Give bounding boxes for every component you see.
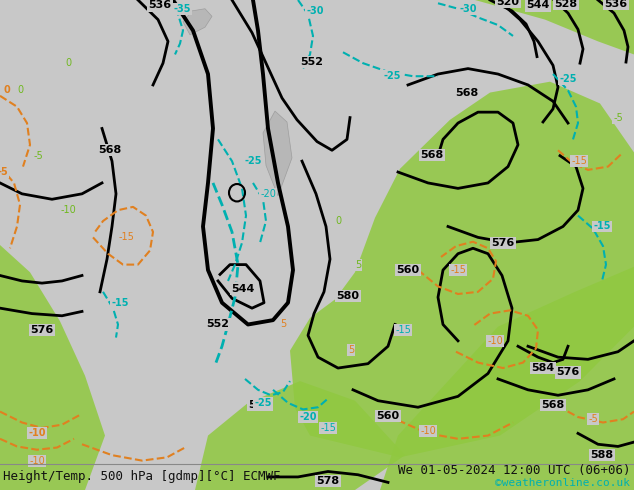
Text: -25: -25 xyxy=(559,74,577,84)
Text: 568: 568 xyxy=(420,149,444,160)
Text: -10: -10 xyxy=(420,426,436,436)
Text: -15: -15 xyxy=(320,423,336,433)
Text: 552: 552 xyxy=(207,319,230,329)
Text: 576: 576 xyxy=(557,368,579,377)
Text: ©weatheronline.co.uk: ©weatheronline.co.uk xyxy=(495,478,630,489)
Text: 520: 520 xyxy=(496,0,519,7)
Text: 0: 0 xyxy=(17,85,23,96)
Text: -15: -15 xyxy=(395,325,411,335)
Text: 560: 560 xyxy=(377,411,399,421)
Text: -5: -5 xyxy=(33,151,43,161)
Text: 528: 528 xyxy=(555,0,578,9)
Polygon shape xyxy=(475,0,634,54)
Polygon shape xyxy=(380,267,634,490)
Text: 568: 568 xyxy=(541,400,565,410)
Text: -10: -10 xyxy=(29,456,45,466)
Text: 5: 5 xyxy=(355,260,361,270)
Polygon shape xyxy=(290,82,634,457)
Text: -5: -5 xyxy=(588,414,598,424)
Text: 0: 0 xyxy=(335,216,341,226)
Text: 552: 552 xyxy=(249,400,271,410)
Text: -15: -15 xyxy=(111,298,129,308)
Polygon shape xyxy=(0,245,105,490)
Text: -5: -5 xyxy=(613,113,623,122)
Text: 568: 568 xyxy=(98,145,122,155)
Text: -25: -25 xyxy=(383,71,401,81)
Text: -10: -10 xyxy=(487,336,503,346)
Text: 568: 568 xyxy=(455,88,479,98)
Text: -15: -15 xyxy=(571,156,587,166)
Text: 536: 536 xyxy=(604,0,628,9)
Text: 552: 552 xyxy=(301,57,323,67)
Text: 544: 544 xyxy=(526,0,550,10)
Text: -30: -30 xyxy=(306,6,324,16)
Text: 0: 0 xyxy=(4,85,10,96)
Text: -15: -15 xyxy=(118,232,134,243)
Text: We 01-05-2024 12:00 UTC (06+06): We 01-05-2024 12:00 UTC (06+06) xyxy=(398,464,630,477)
Text: -15: -15 xyxy=(593,221,611,231)
Text: -5: -5 xyxy=(0,167,8,177)
Text: 0: 0 xyxy=(65,58,71,68)
Text: 576: 576 xyxy=(491,238,515,248)
Text: -10: -10 xyxy=(60,205,76,215)
Text: -35: -35 xyxy=(173,4,191,14)
Text: 580: 580 xyxy=(337,291,359,301)
Text: -25: -25 xyxy=(244,156,262,166)
Text: -20: -20 xyxy=(299,412,317,422)
Polygon shape xyxy=(263,111,292,196)
Polygon shape xyxy=(195,381,405,490)
Text: 5: 5 xyxy=(348,344,354,355)
Text: Height/Temp. 500 hPa [gdmp][°C] ECMWF: Height/Temp. 500 hPa [gdmp][°C] ECMWF xyxy=(3,470,280,484)
Text: 560: 560 xyxy=(396,265,420,275)
Text: -10: -10 xyxy=(29,428,46,439)
Polygon shape xyxy=(183,9,212,35)
Text: 544: 544 xyxy=(231,284,255,294)
Text: 536: 536 xyxy=(148,0,172,10)
Text: 584: 584 xyxy=(531,363,555,373)
Text: 588: 588 xyxy=(590,450,614,460)
Text: 5: 5 xyxy=(280,319,286,329)
Text: -25: -25 xyxy=(254,398,272,408)
Text: -30: -30 xyxy=(459,4,477,14)
Text: 578: 578 xyxy=(316,476,340,486)
Text: -15: -15 xyxy=(450,265,466,275)
Text: -20: -20 xyxy=(260,189,276,199)
Text: 576: 576 xyxy=(30,325,54,335)
